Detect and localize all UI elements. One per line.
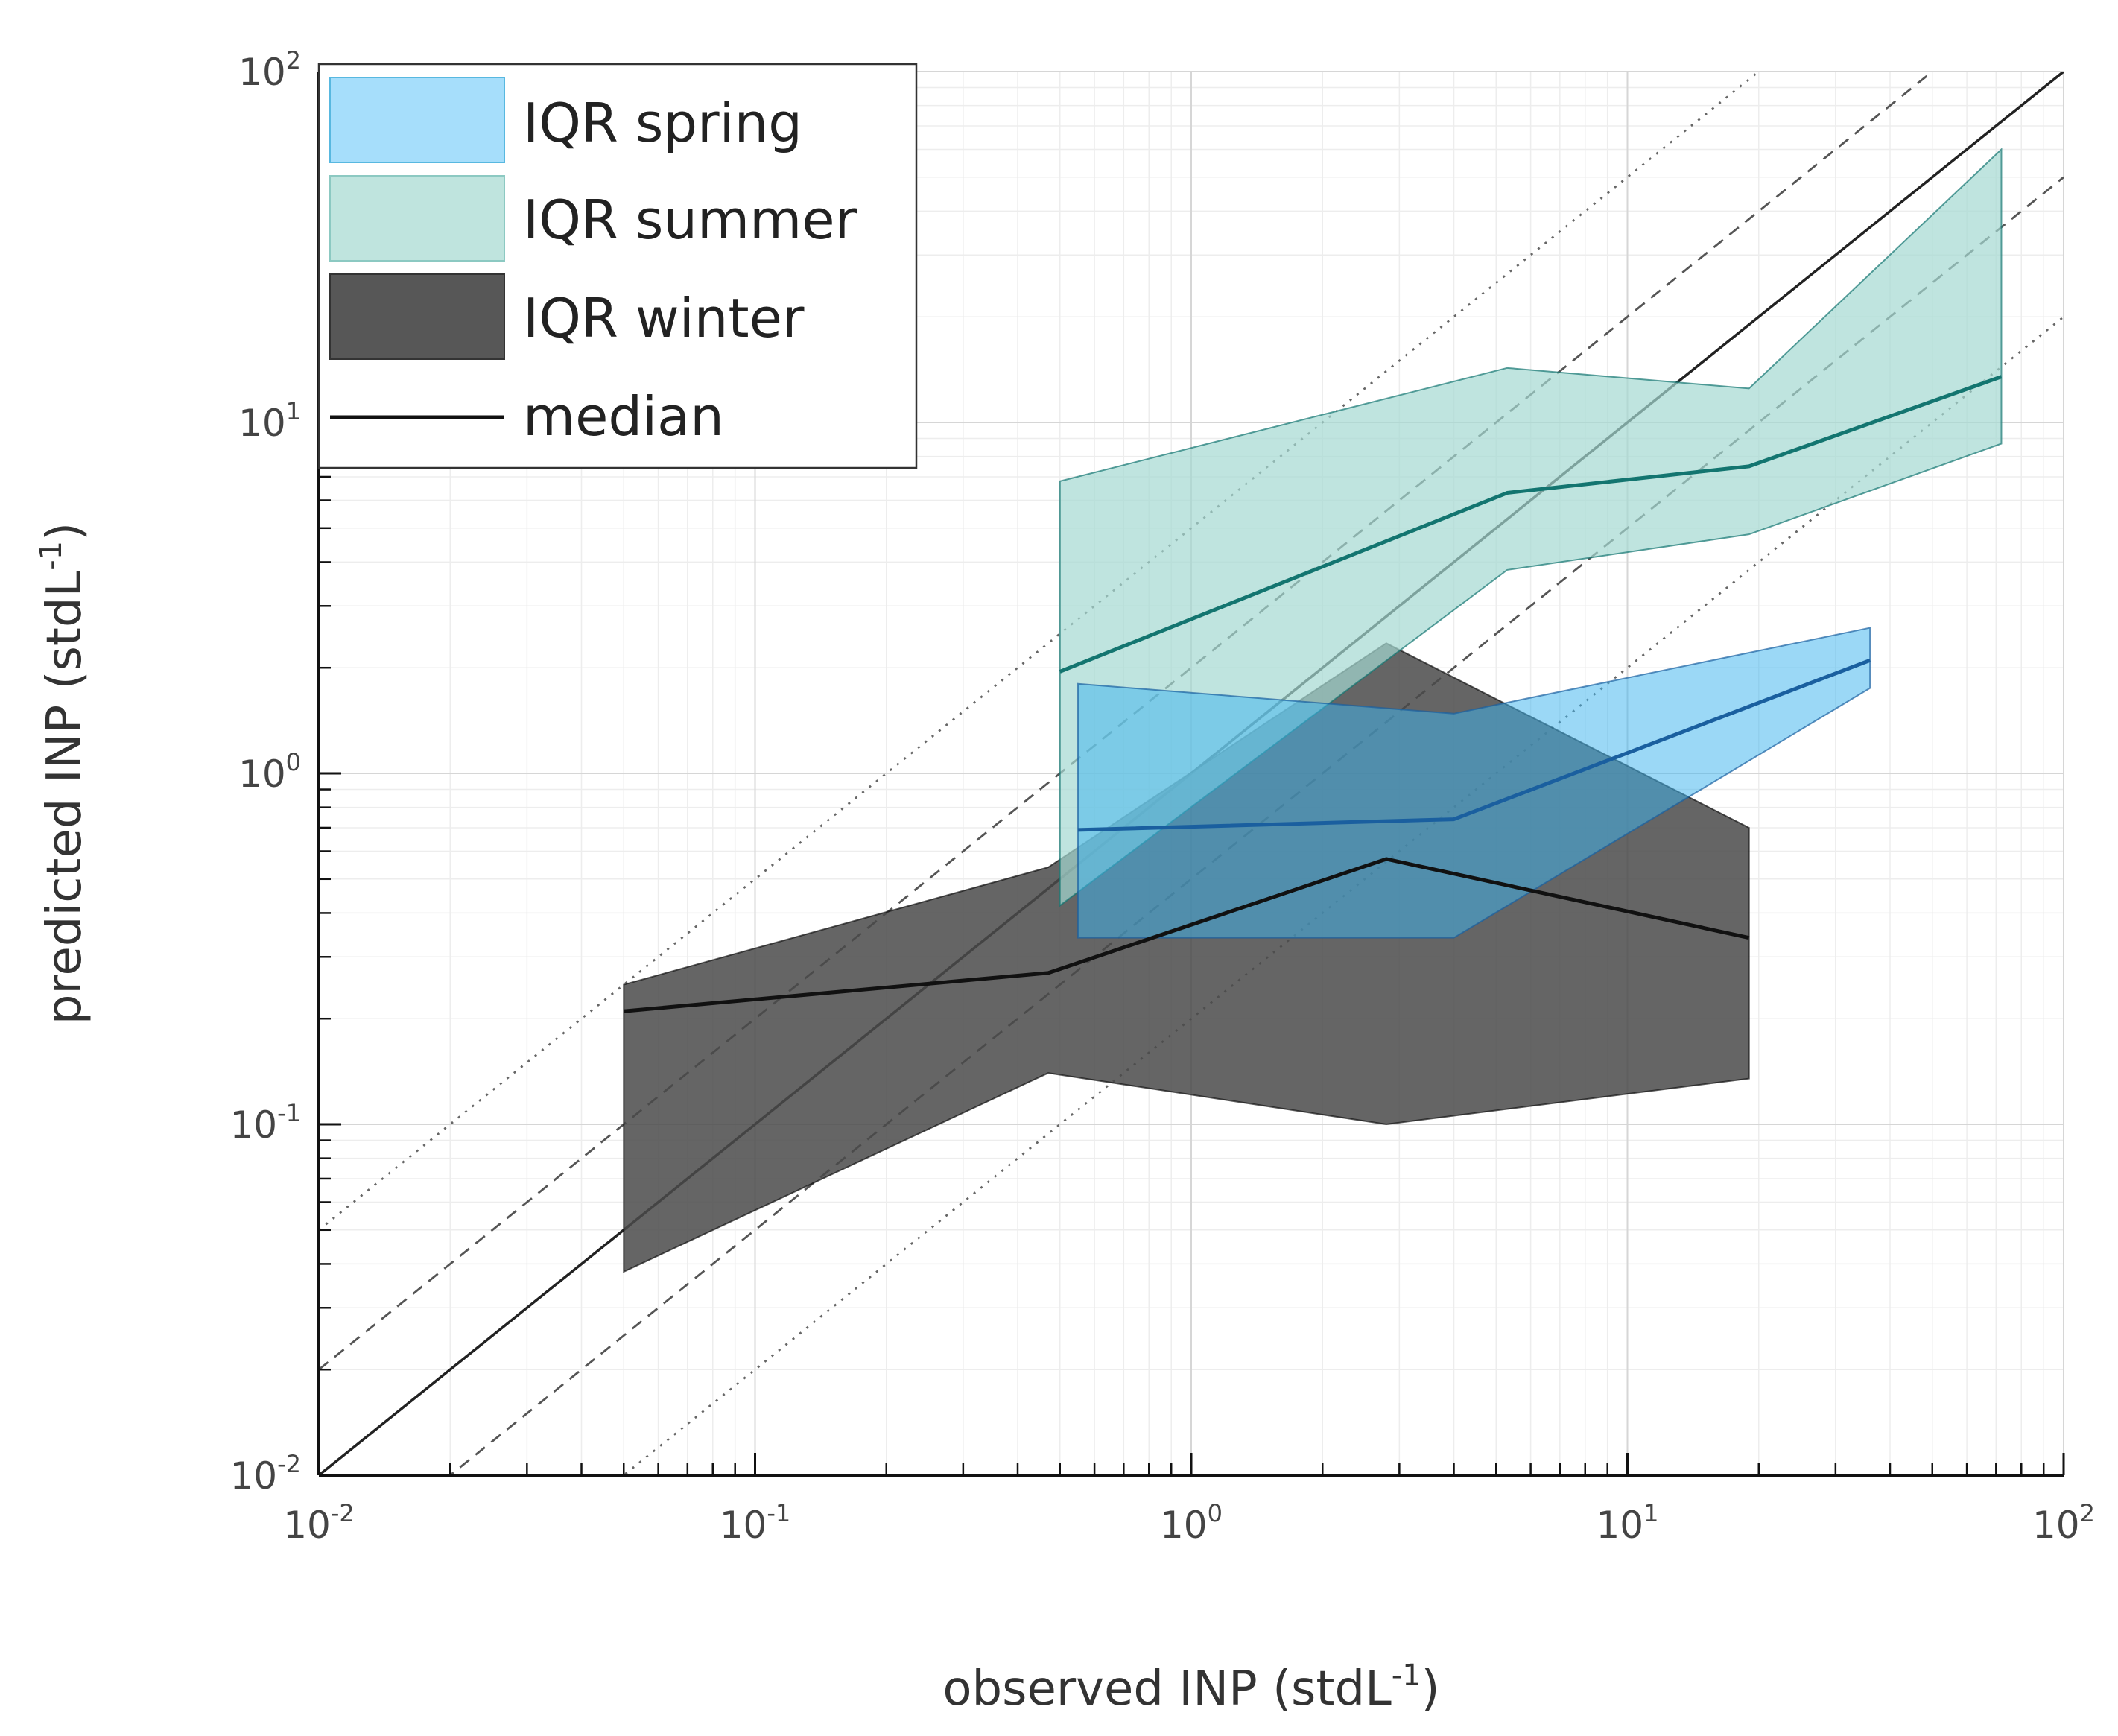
y-tick-exp: 1	[286, 397, 301, 425]
legend-swatch-summer	[329, 175, 505, 262]
x-tick-base: 10	[1160, 1504, 1208, 1547]
x-tick-label: 100	[1160, 1499, 1223, 1547]
y-axis-label: predicted INP (stdL-1)	[34, 522, 92, 1024]
y-tick-base: 10	[229, 1103, 277, 1147]
y-tick-label: 10-1	[229, 1099, 301, 1147]
x-tick-label: 10-2	[283, 1499, 355, 1547]
x-axis-label-close: )	[1421, 1661, 1440, 1717]
legend-label-winter: IQR winter	[523, 287, 805, 349]
iqr-band-spring	[1077, 627, 1871, 939]
x-tick-base: 10	[283, 1504, 331, 1547]
y-tick-base: 10	[238, 402, 286, 445]
y-axis-label-base: predicted INP (stdL	[37, 570, 92, 1024]
x-tick-label: 10-1	[720, 1499, 791, 1547]
y-tick-exp: -2	[277, 1450, 301, 1478]
ratio-2x-lower-line	[448, 176, 2064, 1475]
x-tick-exp: 0	[1208, 1499, 1223, 1527]
x-axis-label-sup: -1	[1392, 1659, 1421, 1693]
y-tick-label: 101	[238, 397, 301, 445]
legend-swatch-winter	[329, 273, 505, 360]
x-tick-base: 10	[1597, 1504, 1644, 1547]
x-tick-exp: -1	[767, 1499, 790, 1527]
y-tick-exp: 0	[286, 748, 301, 776]
y-tick-exp: -1	[277, 1099, 301, 1127]
x-axis-label: observed INP (stdL-1)	[942, 1659, 1439, 1717]
y-tick-label: 100	[238, 748, 301, 796]
x-tick-base: 10	[2032, 1504, 2080, 1547]
legend-frame	[317, 63, 918, 469]
x-tick-exp: -2	[331, 1499, 355, 1527]
y-axis-label-close: )	[37, 522, 92, 541]
median-lines	[624, 375, 2003, 1013]
x-axis-label-base: observed INP (stdL	[942, 1661, 1392, 1717]
y-tick-label: 10-2	[229, 1450, 301, 1498]
iqr-bands	[623, 148, 2003, 1273]
legend-swatch-spring	[329, 77, 505, 163]
y-tick-exp: 2	[286, 46, 301, 75]
x-tick-exp: 1	[1643, 1499, 1658, 1527]
legend-label-summer: IQR summer	[523, 189, 857, 251]
median-line-winter	[624, 857, 1750, 1013]
legend: IQR spring IQR summer IQR winter median	[317, 63, 918, 469]
y-tick-label: 102	[238, 46, 301, 94]
x-tick-base: 10	[720, 1504, 767, 1547]
x-tick-label: 101	[1597, 1499, 1659, 1547]
legend-label-median: median	[523, 385, 724, 448]
median-line-spring	[1077, 658, 1871, 832]
y-tick-base: 10	[238, 51, 286, 94]
y-tick-base: 10	[238, 753, 286, 796]
median-line-summer	[1059, 375, 2003, 674]
ratio-2x-upper-line	[319, 72, 1934, 1371]
y-tick-base: 10	[229, 1454, 277, 1498]
legend-label-spring: IQR spring	[523, 92, 802, 154]
x-tick-exp: 2	[2080, 1499, 2095, 1527]
y-axis-label-sup: -1	[34, 541, 69, 571]
x-tick-label: 102	[2032, 1499, 2095, 1547]
